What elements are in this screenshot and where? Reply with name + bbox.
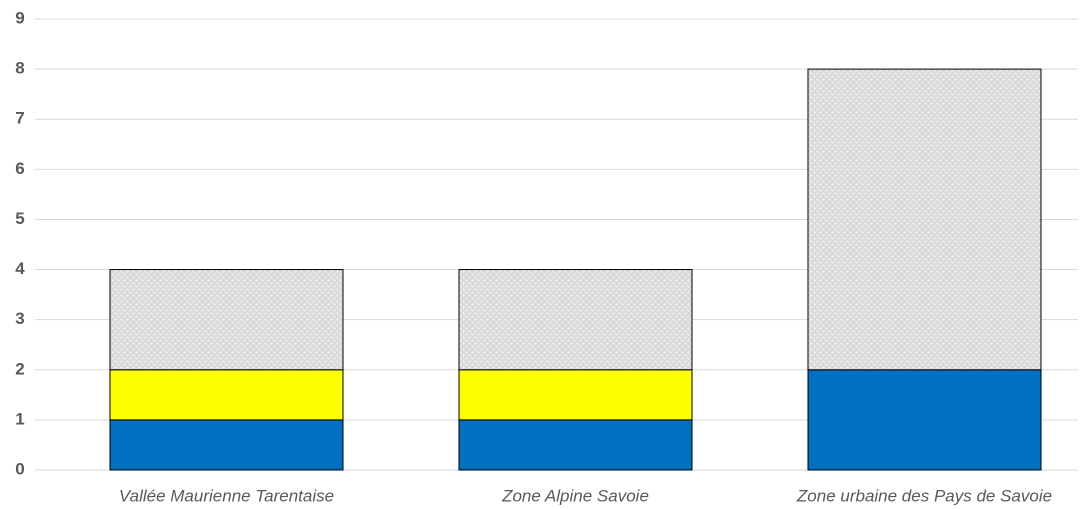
y-tick-label: 2 xyxy=(15,359,24,378)
y-tick-label: 4 xyxy=(15,259,25,278)
bar-segment xyxy=(458,419,693,471)
y-tick-label: 6 xyxy=(15,159,24,178)
x-tick-label: Zone urbaine des Pays de Savoie xyxy=(796,486,1052,505)
y-tick-label: 3 xyxy=(15,309,24,328)
bar-segment xyxy=(807,369,1042,471)
bar-segment xyxy=(109,419,344,471)
y-tick-label: 1 xyxy=(15,409,24,428)
x-tick-label: Zone Alpine Savoie xyxy=(501,486,649,505)
bar-segment xyxy=(807,68,1042,371)
y-tick-label: 9 xyxy=(15,8,24,27)
x-tick-label: Vallée Maurienne Tarentaise xyxy=(119,486,334,505)
y-tick-label: 7 xyxy=(15,109,24,128)
y-tick-label: 0 xyxy=(15,459,24,478)
bar-segment xyxy=(109,369,344,421)
y-tick-label: 5 xyxy=(15,209,24,228)
bar-segment xyxy=(109,269,344,371)
bar-segment xyxy=(458,369,693,421)
bar-segment xyxy=(458,269,693,371)
y-tick-label: 8 xyxy=(15,59,24,78)
